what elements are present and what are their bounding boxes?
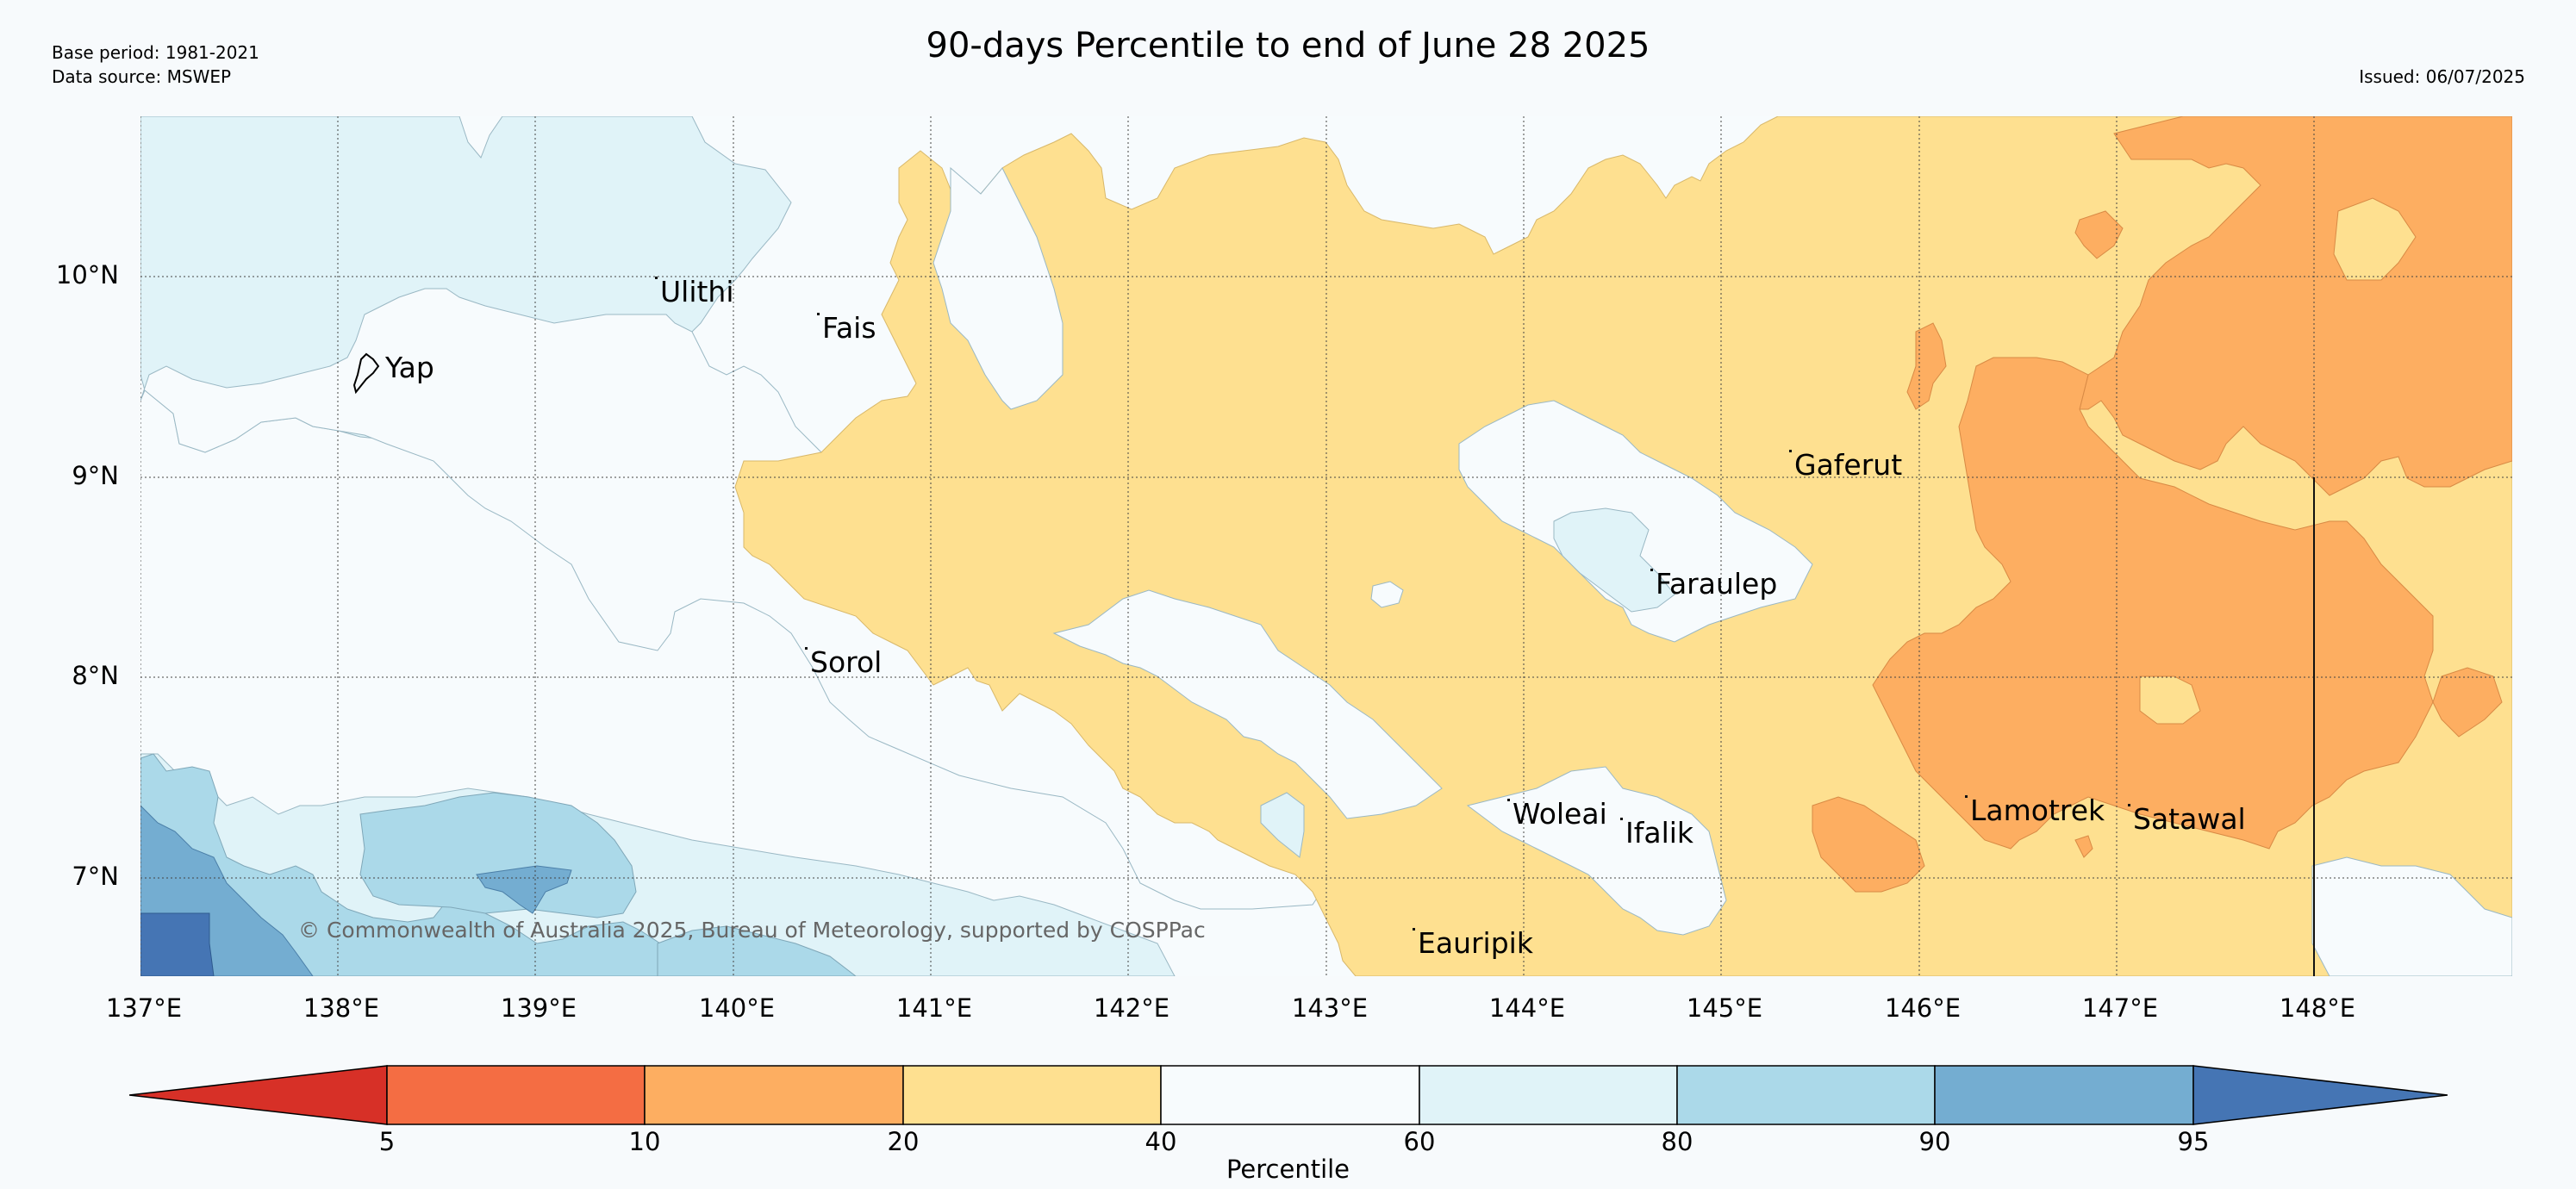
place-sorol-label: Sorol (810, 645, 883, 679)
region-40-60-small-isle (1370, 581, 1404, 608)
lon-label-145e: 145°E (1686, 993, 1763, 1023)
lat-label-8n: 8°N (72, 661, 119, 690)
place-gaferut-label: Gaferut (1794, 448, 1903, 482)
lon-label-143e: 143°E (1291, 993, 1369, 1023)
colorbar-segment-90-95 (1934, 1065, 2194, 1125)
yap-island (352, 352, 380, 395)
colorbar-tick-5: 5 (378, 1127, 396, 1156)
place-ifalik[interactable]: Ifalik (1620, 816, 1694, 850)
place-gaferut[interactable]: Gaferut (1789, 448, 1903, 482)
place-marker (1413, 928, 1415, 931)
colorbar-tick-10: 10 (628, 1127, 661, 1156)
place-woleai-label: Woleai (1513, 797, 1607, 831)
colorbar-tick-20: 20 (887, 1127, 920, 1156)
place-faraulep[interactable]: Faraulep (1650, 567, 1778, 601)
lat-label-7n: 7°N (72, 862, 119, 891)
region-80-90-south-central (359, 792, 637, 918)
lon-label-142e: 142°E (1093, 993, 1170, 1023)
lat-label-9n: 9°N (72, 461, 119, 490)
place-lamotrek-label: Lamotrek (1970, 794, 2105, 827)
colorbar-tick-95: 95 (2177, 1127, 2210, 1156)
place-marker (817, 313, 820, 315)
region-40-60-central-pocket (932, 166, 1063, 410)
place-ifalik-label: Ifalik (1625, 816, 1694, 850)
region-40-60-woleai (1466, 766, 1727, 936)
colorbar-segment-10-20 (644, 1065, 904, 1125)
region-40-60-southeast (2311, 856, 2512, 976)
colorbar-segment-5-10 (386, 1065, 646, 1125)
place-ulithi-label: Ulithi (660, 275, 734, 308)
place-yap[interactable]: Yap (385, 351, 434, 384)
region-10-20-fais-east (2074, 210, 2124, 259)
region-80-90-south-lower (657, 925, 857, 976)
place-marker (1650, 569, 1653, 571)
colorbar-segment-60-80 (1419, 1065, 1678, 1125)
place-satawal-label: Satawal (2133, 802, 2246, 836)
place-sorol[interactable]: Sorol (805, 645, 883, 679)
data-source-text: Data source: MSWEP (52, 66, 232, 87)
region-10-20-satawal (2074, 835, 2093, 858)
place-woleai[interactable]: Woleai (1507, 797, 1607, 831)
lon-label-148e: 148°E (2279, 993, 2356, 1023)
region-20-40-lamotrek (2139, 675, 2201, 725)
colorbar-segment-gt95 (2192, 1065, 2448, 1125)
colorbar-label: Percentile (1226, 1155, 1350, 1184)
region-20-40-inlet (2333, 197, 2417, 281)
issued-date-text: Issued: 06/07/2025 (2359, 66, 2525, 87)
place-satawal[interactable]: Satawal (2128, 802, 2246, 836)
graticule (140, 116, 2512, 976)
place-fais[interactable]: Fais (817, 311, 876, 345)
place-eauripik-label: Eauripik (1418, 926, 1533, 960)
place-fais-label: Fais (822, 311, 876, 345)
place-marker (1965, 795, 1968, 798)
place-yap-label: Yap (385, 351, 434, 384)
lon-label-139e: 139°E (500, 993, 577, 1023)
colorbar-tick-80: 80 (1661, 1127, 1693, 1156)
colorbar-segment-20-40 (902, 1065, 1162, 1125)
lon-label-146e: 146°E (1884, 993, 1962, 1023)
copyright-notice: © Commonwealth of Australia 2025, Bureau… (298, 918, 1206, 943)
lon-label-147e: 147°E (2081, 993, 2159, 1023)
lon-label-138e: 138°E (303, 993, 380, 1023)
place-faraulep-label: Faraulep (1656, 567, 1778, 601)
colorbar-segment-80-90 (1676, 1065, 1936, 1125)
colorbar-tick-40: 40 (1145, 1127, 1177, 1156)
region-10-20-east-patch (2432, 667, 2503, 738)
place-marker (1789, 450, 1792, 452)
colorbar (129, 1065, 2448, 1125)
region-60-80-small (1260, 792, 1305, 858)
region-10-20-east-main (1872, 357, 2434, 850)
region-10-20-ifalik-south (1812, 796, 1925, 893)
place-lamotrek[interactable]: Lamotrek (1965, 794, 2105, 827)
lon-label-144e: 144°E (1488, 993, 1566, 1023)
map-canvas (140, 116, 2512, 976)
percentile-map[interactable]: Yap Ulithi Fais Gaferut Faraulep Sorol W… (140, 116, 2512, 976)
lat-label-10n: 10°N (55, 260, 119, 289)
region-gt95-southwest (140, 912, 215, 976)
place-marker (655, 277, 658, 279)
region-10-20-gaferut (1906, 322, 1947, 410)
place-marker (805, 647, 808, 650)
region-60-80-faraulep (1553, 507, 1675, 613)
region-10-20-northeast (2079, 116, 2512, 496)
colorbar-tick-90: 90 (1918, 1127, 1951, 1156)
region-40-60-central-lower (1052, 589, 1443, 819)
place-marker (1620, 818, 1623, 820)
map-title: 90-days Percentile to end of June 28 202… (926, 26, 1650, 65)
colorbar-tick-60: 60 (1403, 1127, 1436, 1156)
lon-label-137e: 137°E (105, 993, 183, 1023)
colorbar-segment-lt5 (129, 1065, 388, 1125)
colorbar-segment-40-60 (1160, 1065, 1420, 1125)
place-marker (2128, 804, 2130, 806)
place-ulithi[interactable]: Ulithi (655, 275, 734, 308)
lon-label-141e: 141°E (895, 993, 973, 1023)
place-marker (1507, 799, 1510, 801)
base-period-text: Base period: 1981-2021 (52, 42, 259, 63)
place-eauripik[interactable]: Eauripik (1413, 926, 1533, 960)
lon-label-140e: 140°E (698, 993, 776, 1023)
region-90-95-patch (476, 865, 572, 914)
